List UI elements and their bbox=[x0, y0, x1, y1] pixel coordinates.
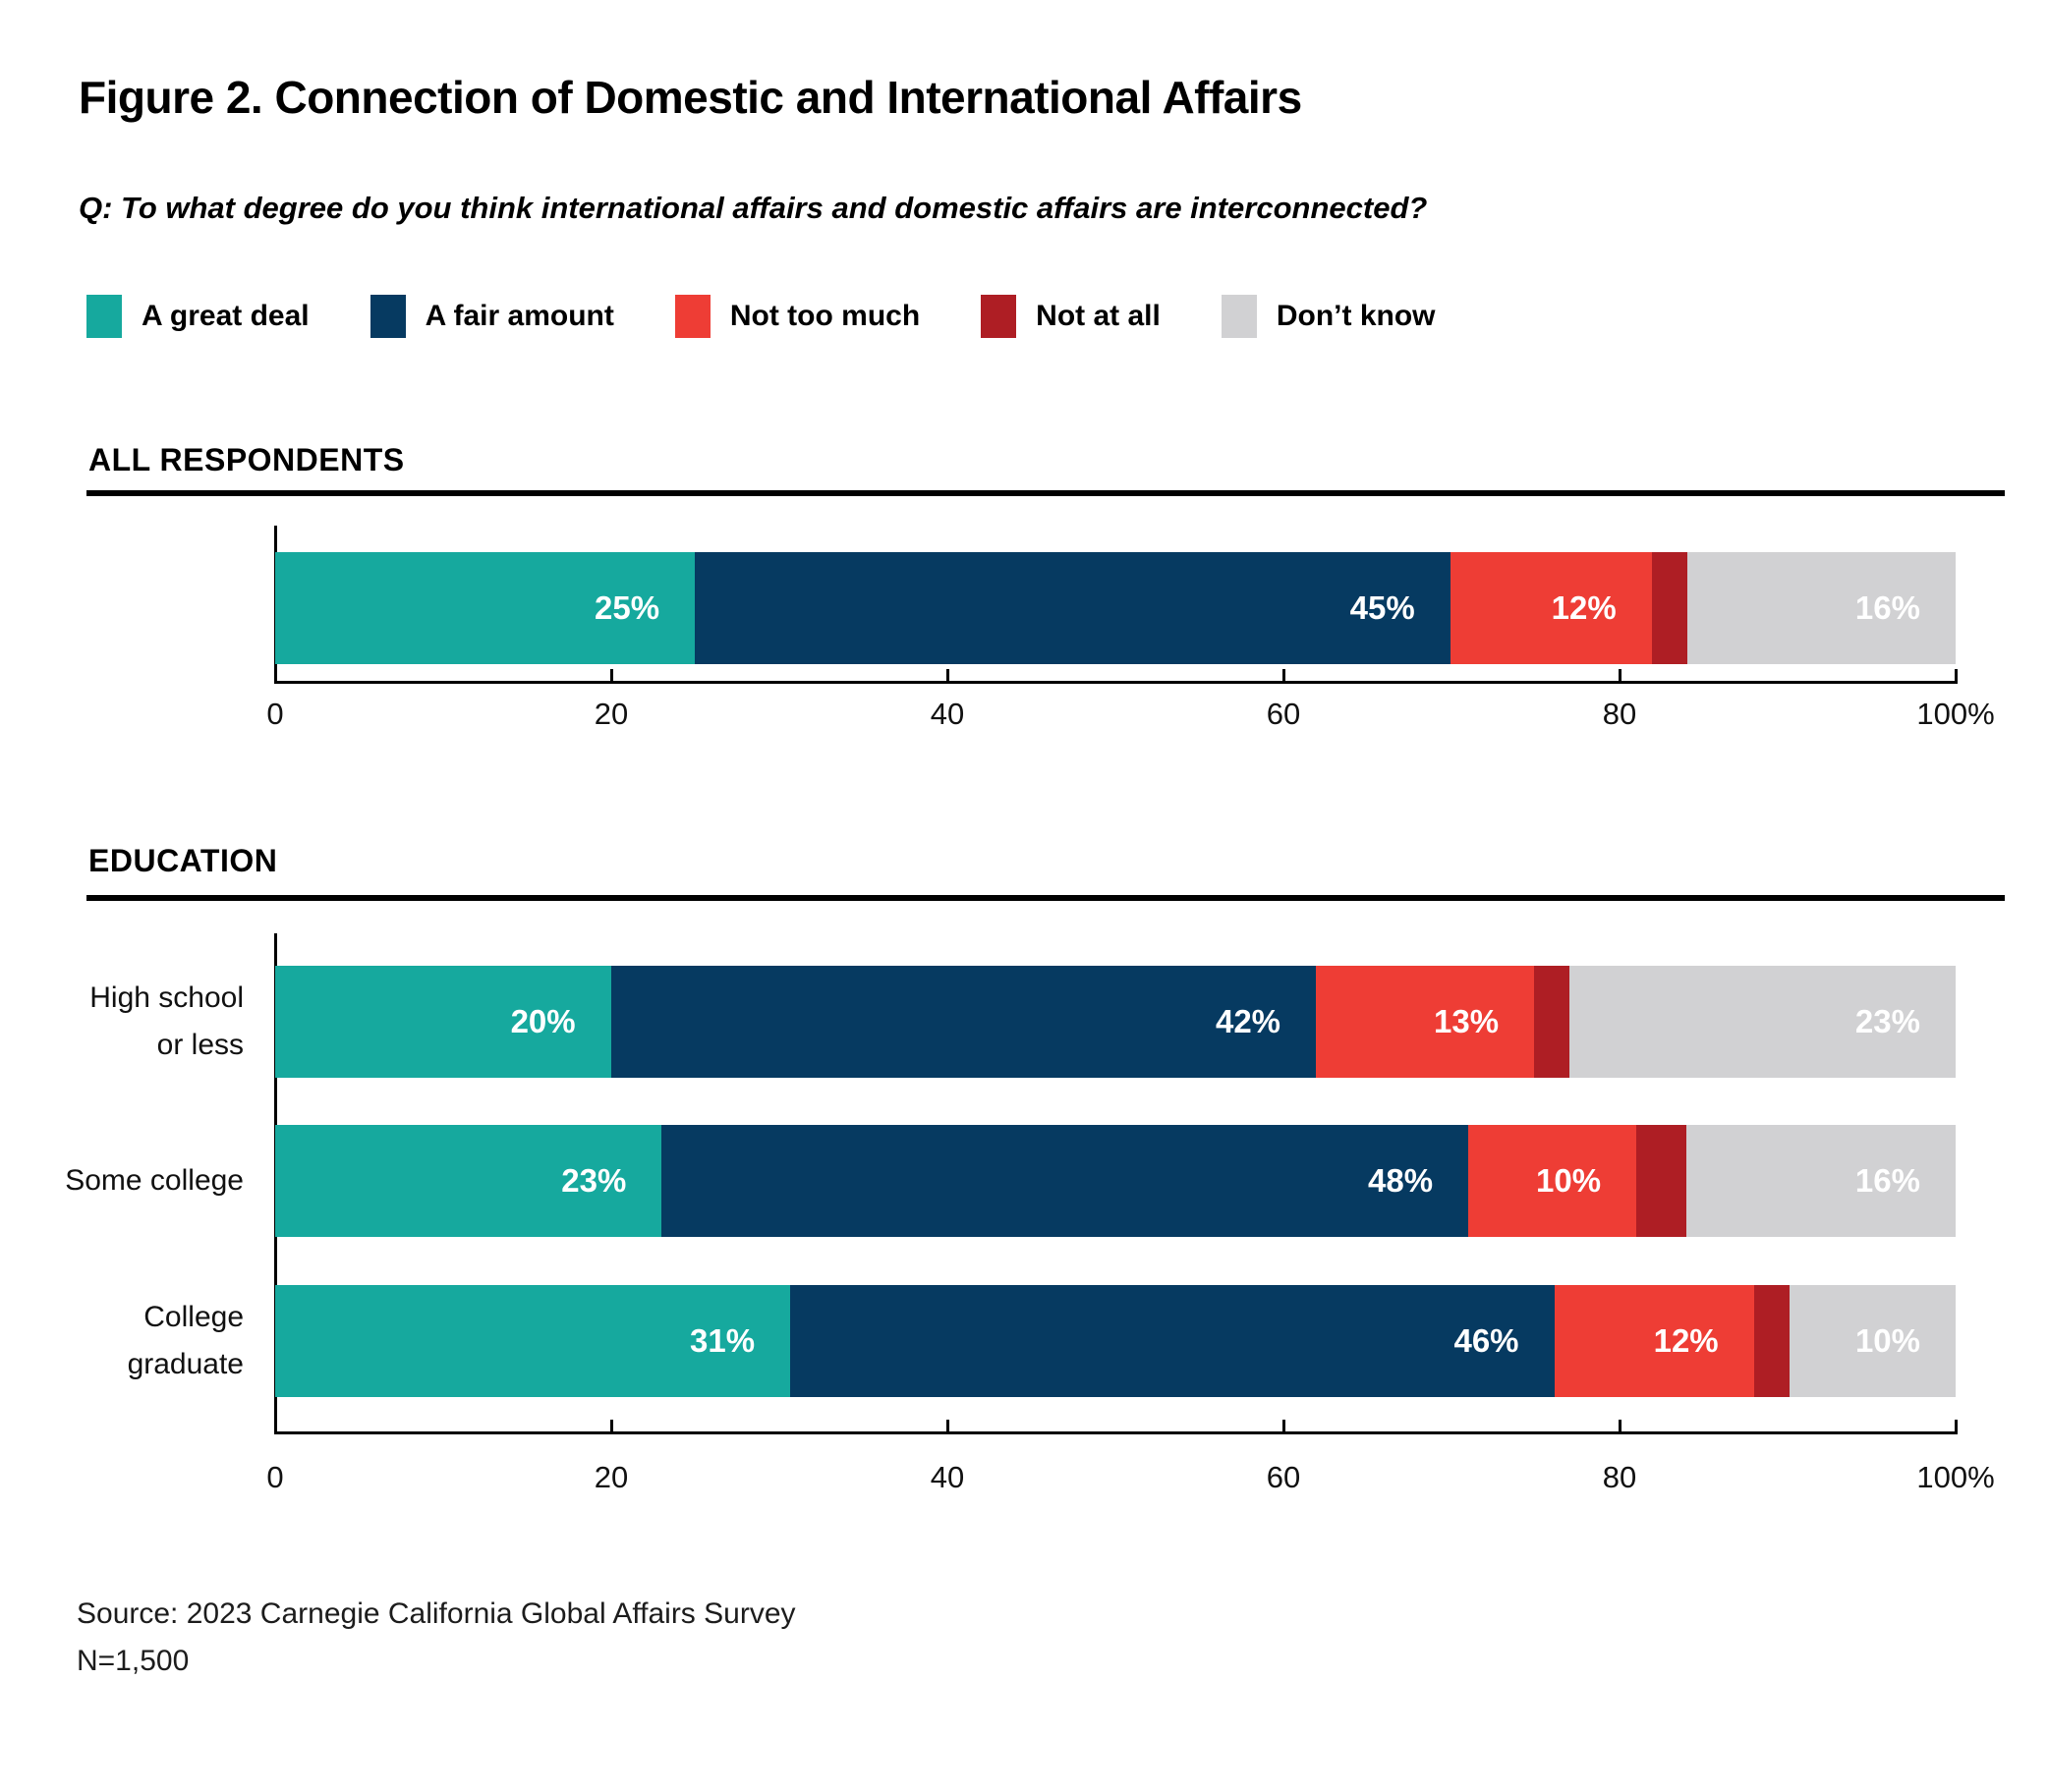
bar-segment: 12% bbox=[1554, 1285, 1754, 1397]
x-axis-tick-label: 40 bbox=[930, 1460, 965, 1494]
x-axis-tick bbox=[1282, 1420, 1285, 1431]
x-axis-tick-label: 80 bbox=[1602, 697, 1637, 731]
x-axis-tick-label: 100% bbox=[1916, 1460, 1995, 1494]
bar-segment: 12% bbox=[1450, 552, 1652, 664]
legend-item: Not at all bbox=[981, 295, 1161, 338]
bar-segment: 16% bbox=[1686, 1125, 1956, 1237]
bar-segment: 45% bbox=[695, 552, 1451, 664]
bar-segment: 13% bbox=[1316, 966, 1535, 1078]
category-label: High school or less bbox=[0, 975, 244, 1069]
category-label-line: High school bbox=[89, 981, 244, 1014]
x-axis-tick-label: 60 bbox=[1266, 1460, 1301, 1494]
category-label-line: graduate bbox=[127, 1348, 244, 1380]
legend-swatch-icon bbox=[1221, 295, 1257, 338]
segment-value-label: 46% bbox=[1453, 1322, 1519, 1359]
legend-item: A great deal bbox=[86, 295, 310, 338]
x-axis-tick-label: 0 bbox=[266, 1460, 284, 1494]
category-label-line: Some college bbox=[65, 1164, 244, 1197]
legend-label: A fair amount bbox=[425, 300, 614, 332]
stacked-bar-row: 20% 42% 13% 23% bbox=[275, 966, 1956, 1078]
bar-segment: 16% bbox=[1686, 552, 1956, 664]
bar-segment: 23% bbox=[275, 1125, 662, 1237]
x-axis-tick bbox=[1955, 669, 1958, 681]
segment-value-label: 12% bbox=[1551, 589, 1617, 626]
legend-swatch-icon bbox=[86, 295, 122, 338]
bar-segment: 23% bbox=[1569, 966, 1956, 1078]
bar-segment bbox=[1651, 552, 1687, 664]
x-axis-tick-label: 60 bbox=[1266, 697, 1301, 731]
sample-size-note: N=1,500 bbox=[77, 1645, 190, 1677]
x-axis-tick-label: 40 bbox=[930, 697, 965, 731]
bar-segment: 48% bbox=[661, 1125, 1469, 1237]
legend-swatch-icon bbox=[674, 295, 711, 338]
segment-value-label: 23% bbox=[1854, 1003, 1920, 1039]
stacked-bar-row: 31% 46% 12% 10% bbox=[275, 1285, 1957, 1397]
survey-question: Q: To what degree do you think internati… bbox=[79, 191, 1428, 225]
segment-value-label: 13% bbox=[1434, 1003, 1500, 1039]
x-axis-line bbox=[275, 1431, 1958, 1434]
segment-value-label: 31% bbox=[690, 1322, 756, 1359]
segment-value-label: 16% bbox=[1854, 589, 1920, 626]
bar-segment bbox=[1753, 1285, 1790, 1397]
segment-value-label: 45% bbox=[1349, 589, 1415, 626]
bar-segment: 10% bbox=[1789, 1285, 1957, 1397]
stacked-bar-row: 23% 48% 10% 16% bbox=[275, 1125, 1956, 1237]
category-label-line: or less bbox=[156, 1029, 244, 1061]
x-axis-tick bbox=[1619, 669, 1621, 681]
bar-segment: 42% bbox=[610, 966, 1317, 1078]
source-note: Source: 2023 Carnegie California Global … bbox=[77, 1597, 796, 1630]
bar-segment: 20% bbox=[275, 966, 611, 1078]
segment-value-label: 12% bbox=[1653, 1322, 1719, 1359]
legend-label: Not at all bbox=[1036, 300, 1161, 332]
chart-legend: A great deal A fair amount Not too much Not… bbox=[86, 295, 1436, 338]
legend-item: A fair amount bbox=[370, 295, 614, 338]
legend-swatch-icon bbox=[981, 295, 1017, 338]
legend-swatch-icon bbox=[370, 295, 406, 338]
bar-segment: 10% bbox=[1468, 1125, 1637, 1237]
bar-segment: 31% bbox=[275, 1285, 791, 1397]
legend-label: Don’t know bbox=[1276, 300, 1436, 332]
x-axis-tick bbox=[1619, 1420, 1621, 1431]
legend-label: A great deal bbox=[142, 300, 310, 332]
section-divider-rule bbox=[86, 895, 2005, 901]
legend-item: Not too much bbox=[674, 295, 921, 338]
legend-label: Not too much bbox=[729, 300, 921, 332]
section-divider-rule bbox=[86, 490, 2005, 496]
x-axis-tick-label: 80 bbox=[1602, 1460, 1637, 1494]
segment-value-label: 25% bbox=[594, 589, 660, 626]
x-axis-tick-label: 20 bbox=[594, 697, 629, 731]
segment-value-label: 20% bbox=[510, 1003, 576, 1039]
x-axis-tick-label: 20 bbox=[594, 1460, 629, 1494]
segment-value-label: 23% bbox=[561, 1162, 627, 1199]
x-axis-tick bbox=[946, 1420, 949, 1431]
x-axis-line bbox=[275, 681, 1958, 684]
segment-value-label: 10% bbox=[1536, 1162, 1602, 1199]
category-label-line: College bbox=[143, 1301, 244, 1333]
figure-title: Figure 2. Connection of Domestic and Int… bbox=[79, 72, 1302, 123]
x-axis-tick bbox=[1282, 669, 1285, 681]
segment-value-label: 10% bbox=[1854, 1322, 1921, 1359]
stacked-bar-row: 25% 45% 12% 16% bbox=[275, 552, 1956, 664]
x-axis-tick bbox=[946, 669, 949, 681]
x-axis-tick bbox=[1955, 1420, 1958, 1431]
segment-value-label: 42% bbox=[1215, 1003, 1281, 1039]
category-label: College graduate bbox=[0, 1294, 244, 1388]
section-heading-education: EDUCATION bbox=[88, 843, 278, 878]
bar-segment bbox=[1636, 1125, 1687, 1237]
bar-segment: 46% bbox=[790, 1285, 1555, 1397]
x-axis-tick bbox=[610, 1420, 613, 1431]
segment-value-label: 16% bbox=[1854, 1162, 1920, 1199]
segment-value-label: 48% bbox=[1368, 1162, 1434, 1199]
category-label: Some college bbox=[0, 1157, 244, 1204]
section-heading-all-respondents: ALL RESPONDENTS bbox=[88, 442, 405, 477]
bar-segment: 25% bbox=[275, 552, 696, 664]
x-axis-tick-label: 100% bbox=[1916, 697, 1995, 731]
legend-item: Don’t know bbox=[1221, 295, 1436, 338]
x-axis-tick-label: 0 bbox=[266, 697, 284, 731]
x-axis-tick bbox=[610, 669, 613, 681]
bar-segment bbox=[1534, 966, 1570, 1078]
